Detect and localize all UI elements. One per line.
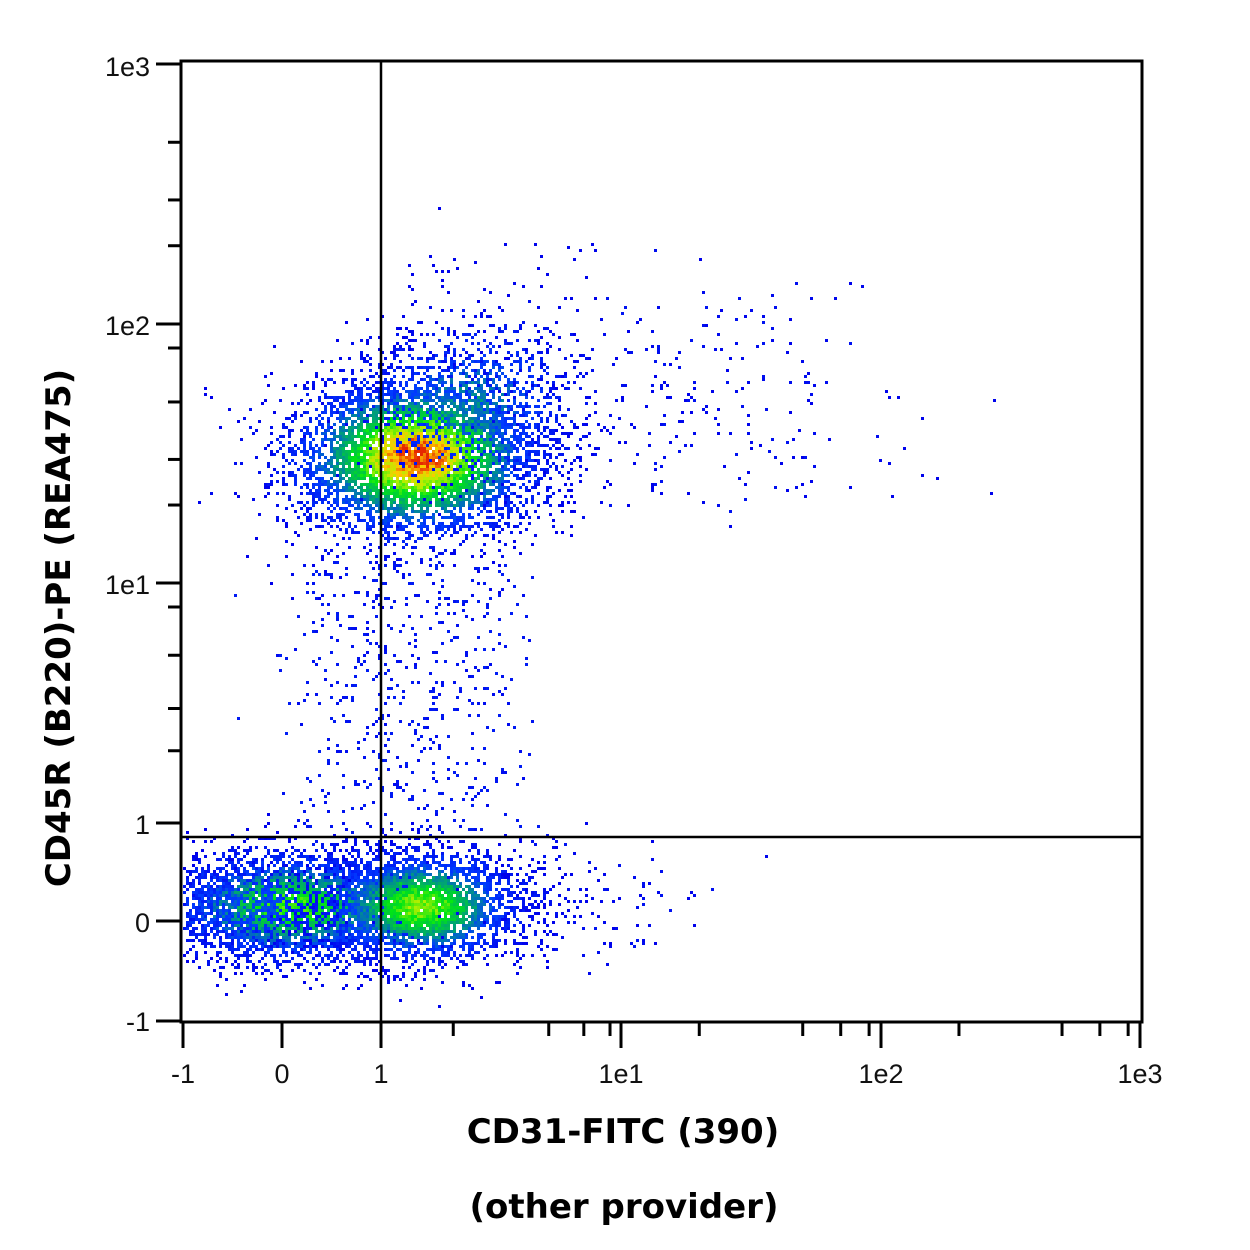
x-tick-label: 1e2 [858,1059,903,1089]
y-tick-label: -1 [126,1007,150,1037]
x-axis-ticks [181,1022,1142,1048]
y-tick-label: 1e2 [105,311,150,341]
x-tick-label: -1 [171,1059,195,1089]
x-tick-label: 1 [373,1059,388,1089]
y-tick-label: 1 [135,810,150,840]
x-tick-label: 1e3 [1117,1059,1162,1089]
x-axis-subtitle: (other provider) [469,1187,778,1227]
x-tick-label: 0 [274,1059,289,1089]
x-axis-title: CD31-FITC (390) [467,1112,780,1152]
x-tick-label: 1e1 [598,1059,643,1089]
density-scatter [183,207,996,1008]
y-tick-label: 1e3 [105,52,150,82]
y-axis-ticks [156,62,181,1023]
y-axis-title: CD45R (B220)-PE (REA475) [39,369,79,887]
y-tick-label: 0 [135,908,150,938]
y-tick-label: 1e1 [105,570,150,600]
plot-frame [179,59,1144,1024]
